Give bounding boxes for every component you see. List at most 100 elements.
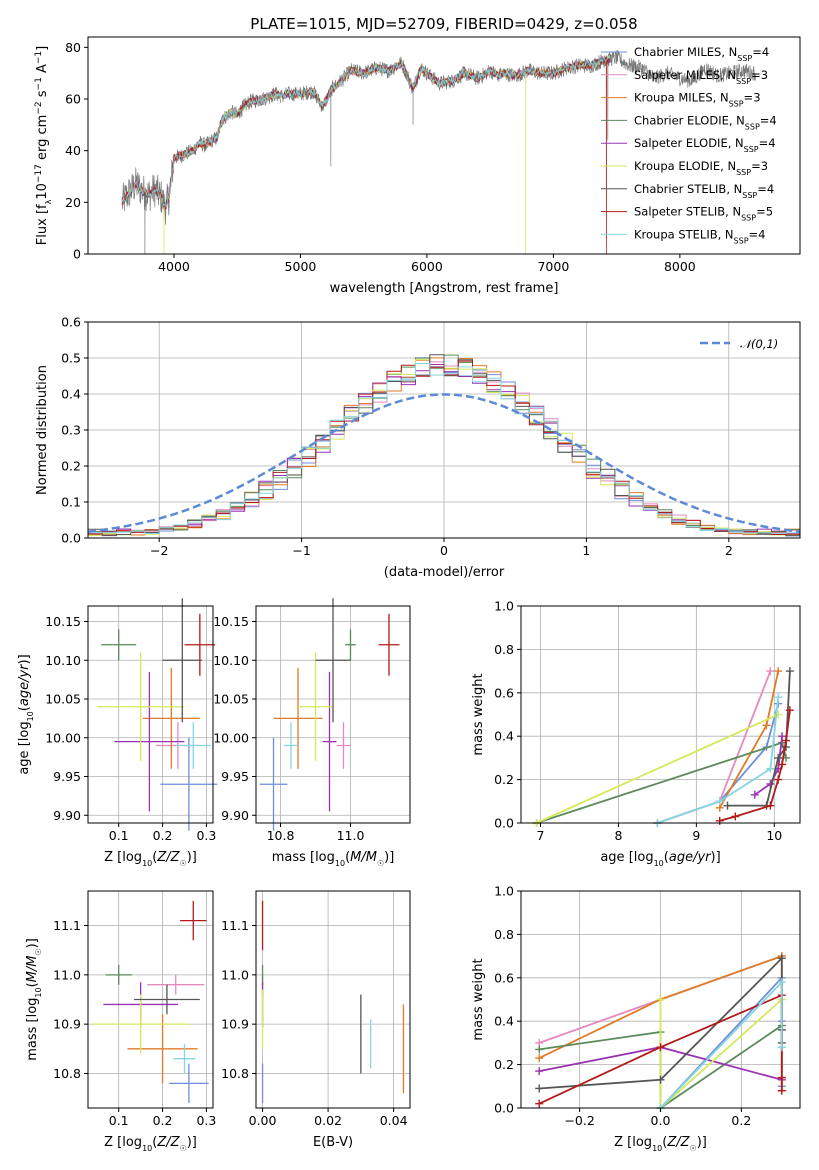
- y-tick-label: 11.1: [53, 918, 81, 933]
- histogram-salpeter-stelib: [88, 360, 800, 536]
- series-marker: [766, 801, 775, 810]
- series-kroupa-elodie: [656, 995, 786, 1112]
- series-marker: [535, 1084, 544, 1093]
- plot-area: [261, 900, 405, 1104]
- errorbar-salpeter-elodie: [322, 671, 337, 812]
- panel-massweight_vs_age: 7 8 9 10 0.0 0.2 0.4 0.6 0.8 1.0 age [log10(age/yr…: [471, 599, 801, 868]
- x-axis-label: age [log10(age/yr)]: [600, 850, 720, 868]
- legend-entry: Salpeter ELODIE, NSSP=4: [634, 136, 776, 154]
- x-tick-label: 8000: [664, 259, 696, 274]
- y-tick-label: 10.10: [213, 653, 249, 668]
- errorbar-chabrier-miles: [259, 737, 288, 831]
- x-tick-label: −1: [292, 543, 310, 558]
- legend-entry: Chabrier STELIB, NSSP=4: [634, 182, 774, 200]
- errorbar-kroupa-miles: [127, 1014, 198, 1084]
- series-marker: [715, 816, 724, 825]
- series-marker: [777, 1073, 786, 1082]
- series-marker: [781, 736, 790, 745]
- series-chabrier-elodie: [532, 738, 790, 827]
- y-tick-label: 10.8: [53, 1066, 81, 1081]
- axes-frame: [87, 36, 801, 255]
- x-tick-label: 7: [537, 828, 545, 843]
- y-tick-label: 10.9: [221, 1017, 249, 1032]
- series-marker: [731, 812, 740, 821]
- errorbar-kroupa-miles: [273, 668, 323, 769]
- series-marker: [723, 801, 732, 810]
- panel-spectrum: 4000 5000 6000 7000 8000 0 20 40 60 80 Chabrier MI…: [34, 36, 801, 296]
- y-tick-label: 0.6: [61, 315, 81, 330]
- x-tick-label: 0.02: [314, 1113, 342, 1128]
- series-marker: [656, 1043, 665, 1052]
- y-tick-label: 0.6: [494, 685, 514, 700]
- errorbar-salpeter-elodie: [114, 671, 185, 812]
- y-tick-label: 0.4: [494, 1014, 514, 1029]
- figure-title: PLATE=1015, MJD=52709, FIBERID=0429, z=0…: [250, 15, 637, 33]
- series-marker: [535, 1099, 544, 1108]
- axes-frame: [520, 605, 801, 824]
- series-kroupa-miles: [715, 667, 783, 812]
- series-marker: [774, 667, 783, 676]
- x-tick-label: 1: [582, 543, 590, 558]
- y-tick-label: 1.0: [494, 599, 514, 614]
- errorbar-kroupa-miles: [142, 668, 200, 769]
- y-axis-label: mass [log10(M/M☉)]: [25, 938, 43, 1061]
- y-axis-label: Normed distribution: [35, 365, 50, 495]
- panel-mass_vs_Z: 0.1 0.2 0.3 10.8 10.9 11.0 11.1 Z [log10(Z/Z☉)]…: [25, 890, 216, 1153]
- plot-area: [532, 667, 794, 827]
- series-marker: [785, 667, 794, 676]
- series-marker: [750, 790, 759, 799]
- y-tick-label: 10.15: [213, 614, 249, 629]
- panel-mass_vs_ebv: 0.00 0.02 0.04 10.8 10.9 11.0 11.1 E(B-V): [221, 890, 411, 1150]
- axes-frame: [87, 890, 214, 1109]
- y-tick-label: 0.4: [494, 729, 514, 744]
- y-tick-label: 9.95: [53, 769, 81, 784]
- series-line: [659, 998, 783, 1111]
- series-line: [657, 697, 780, 824]
- series-marker: [535, 1067, 544, 1076]
- x-tick-label: 0.3: [196, 1113, 216, 1128]
- plot-area: [88, 354, 800, 537]
- series-marker: [766, 667, 775, 676]
- y-tick-label: 20: [65, 195, 81, 210]
- x-tick-label: −0.2: [564, 1113, 594, 1128]
- legend-entry: Kroupa MILES, NSSP=3: [634, 91, 761, 109]
- series-marker: [656, 995, 665, 1004]
- y-tick-label: 9.95: [221, 769, 249, 784]
- y-tick-label: 10.10: [45, 653, 81, 668]
- x-axis-label: Z [log10(Z/Z☉)]: [614, 1135, 707, 1153]
- y-tick-label: 10.8: [221, 1066, 249, 1081]
- errorbar-salpeter-stelib: [180, 900, 207, 941]
- y-tick-label: 40: [65, 143, 81, 158]
- y-tick-label: 10.9: [53, 1017, 81, 1032]
- y-tick-label: 0.0: [494, 1101, 514, 1116]
- errorbar-kroupa-stelib: [173, 1043, 196, 1074]
- y-tick-label: 0.3: [61, 423, 81, 438]
- x-axis-label: wavelength [Angstrom, rest frame]: [330, 281, 559, 296]
- axes-frame: [255, 605, 411, 824]
- errorbar-chabrier-stelib: [134, 984, 200, 1015]
- y-tick-label: 0.4: [61, 387, 81, 402]
- errorbar-salpeter-miles: [147, 974, 205, 995]
- series-marker: [535, 1054, 544, 1063]
- x-tick-label: −2: [150, 543, 168, 558]
- errorbar-chabrier-stelib: [315, 598, 351, 723]
- y-tick-label: 0.8: [494, 927, 514, 942]
- legend-entry: Kroupa STELIB, NSSP=4: [634, 227, 766, 245]
- series-line: [659, 979, 783, 1109]
- x-tick-label: 0.1: [109, 1113, 129, 1128]
- series-marker: [762, 721, 771, 730]
- y-tick-label: 0.0: [494, 816, 514, 831]
- x-tick-label: 5000: [285, 259, 317, 274]
- x-axis-label: mass [log10(M/M☉)]: [272, 850, 395, 868]
- x-axis-label: E(B-V): [313, 1135, 353, 1150]
- legend-entry: Kroupa ELODIE, NSSP=3: [634, 159, 768, 177]
- series-marker: [715, 797, 724, 806]
- panel-age_vs_mass: 10.8 11.0 9.90 9.95 10.00 10.05 10.10 10.15 mass…: [213, 598, 411, 868]
- spectrum-legend: Chabrier MILES, NSSP=4 Salpeter MILES, NS…: [601, 45, 777, 245]
- plot-area: [535, 952, 786, 1112]
- x-tick-label: 7000: [537, 259, 569, 274]
- series-marker: [785, 706, 794, 715]
- y-tick-label: 9.90: [221, 808, 249, 823]
- x-tick-label: 9: [692, 828, 700, 843]
